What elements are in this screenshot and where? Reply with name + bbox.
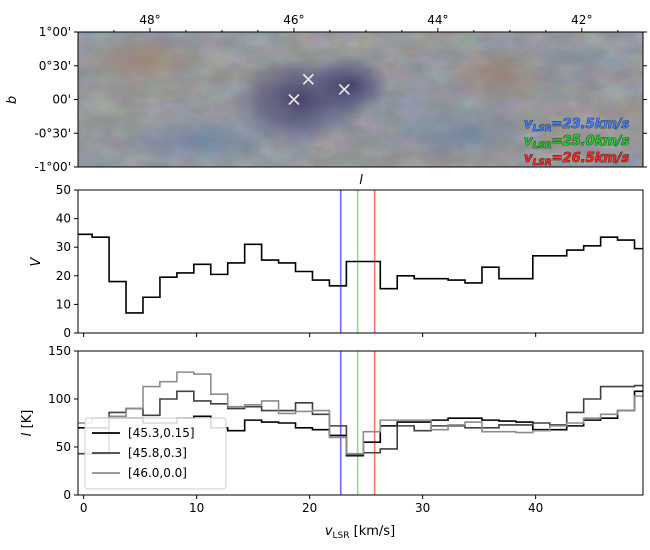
middle-ytick-label-0: 0 <box>63 326 71 340</box>
sky-ylabel: b <box>5 96 20 104</box>
velocity-label-2: vLSR=26.5km/s <box>524 151 630 168</box>
sky-xtick-label-3: 42° <box>571 13 592 27</box>
middle-ticks: 0 10 20 30 40 50 <box>56 183 537 340</box>
legend-label-2: [46.0,0.0] <box>128 466 187 480</box>
middle-ytick-label-5: 50 <box>56 183 71 197</box>
marker-1 <box>302 73 314 85</box>
sky-ytick-label-1: 0°30' <box>39 59 71 73</box>
velocity-count-panel: 0 10 20 30 40 50 V <box>29 183 644 340</box>
bottom-ticks: 0 50 100 150 0 10 20 30 40 <box>48 344 543 515</box>
warm-emission-patch-2 <box>78 32 210 90</box>
marker-stroke <box>302 73 314 85</box>
bottom-ylabel: I [K] <box>20 410 35 437</box>
bottom-xlabel: vLSR [km/s] <box>325 524 395 541</box>
blue-emission-patch-2 <box>120 115 280 165</box>
series-line-2 <box>78 371 643 455</box>
dark-cloud-region-2 <box>310 55 390 115</box>
bottom-xtick-label-3: 30 <box>415 501 430 515</box>
legend-box <box>84 417 227 490</box>
position-markers <box>288 73 350 106</box>
middle-ytick-label-1: 10 <box>56 297 71 311</box>
bottom-ytick-label-3: 150 <box>48 344 71 358</box>
sky-xtick-label-1: 46° <box>283 13 304 27</box>
marker-stroke <box>338 83 350 95</box>
bottom-ytick-label-2: 100 <box>48 392 71 406</box>
sky-xtick-label-2: 44° <box>427 13 448 27</box>
middle-ytick-label-4: 40 <box>56 212 71 226</box>
bottom-ytick-label-0: 0 <box>63 488 71 502</box>
series-line-1 <box>78 384 643 456</box>
intensity-panel: 0 50 100 150 0 10 20 30 40 I [K] vLSR [km/s] [45… <box>20 344 644 541</box>
bottom-xtick-label-0: 0 <box>80 501 88 515</box>
sky-image-panel <box>78 32 643 167</box>
sky-ytick-label-4: -1°00' <box>34 160 71 174</box>
bottom-xtick-label-4: 40 <box>528 501 543 515</box>
marker-2 <box>288 93 300 106</box>
middle-step-line <box>78 233 643 314</box>
middle-ylabel: V <box>29 256 44 266</box>
velocity-label-0: vLSR=23.5km/s <box>524 117 630 134</box>
middle-ytick-label-3: 30 <box>56 240 71 254</box>
blue-emission-patch <box>370 105 550 165</box>
bottom-xtick-label-2: 20 <box>302 501 317 515</box>
legend-label-0: [45.3,0.15] <box>128 426 195 440</box>
sky-ytick-label-2: 00' <box>52 93 71 107</box>
marker-0 <box>338 83 350 95</box>
sky-xlabel: l <box>359 173 363 188</box>
bottom-xtick-label-1: 10 <box>189 501 204 515</box>
velocity-label-1: vLSR=25.0km/s <box>524 134 630 151</box>
sky-ytick-label-3: -0°30' <box>34 126 71 140</box>
middle-frame <box>77 189 644 334</box>
bottom-ytick-label-1: 50 <box>56 440 71 454</box>
middle-ytick-label-2: 20 <box>56 269 71 283</box>
legend-label-1: [45.8,0.3] <box>128 446 187 460</box>
sky-image-ticks: 48° 46° 44° 42° 1°00' 0°30' 00' -0°30' -1°00' <box>34 13 647 174</box>
sky-xtick-label-0: 48° <box>139 13 160 27</box>
sky-ytick-label-0: 1°00' <box>39 25 71 39</box>
marker-stroke <box>288 93 300 106</box>
bottom-frame <box>77 350 644 496</box>
legend: [45.3,0.15] [45.8,0.3] [46.0,0.0] <box>84 417 227 490</box>
bottom-vlines <box>339 351 376 495</box>
warm-emission-patch <box>440 45 560 105</box>
